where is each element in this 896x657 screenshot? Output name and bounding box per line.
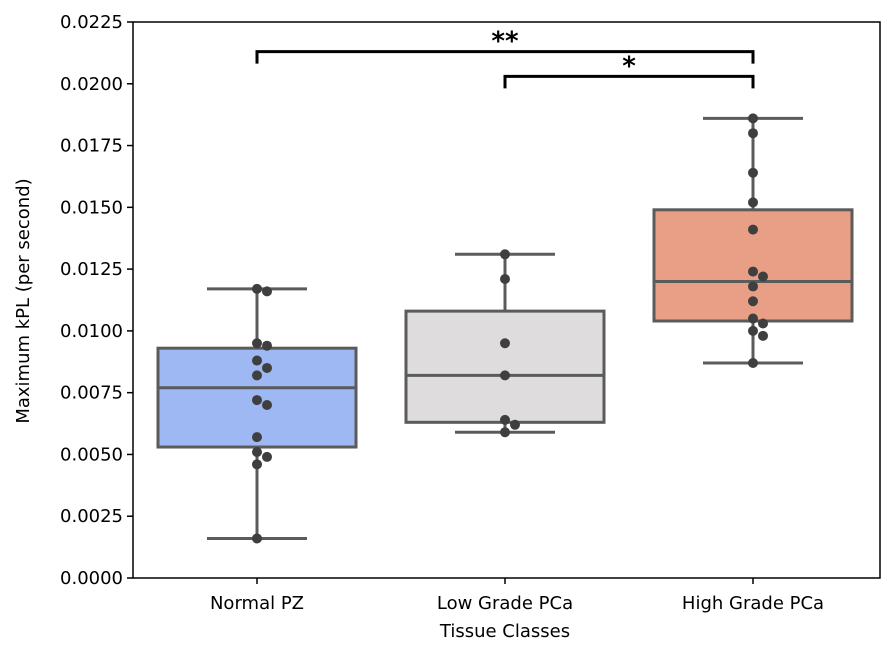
data-point-high-grade-pca	[758, 330, 768, 341]
y-tick-label: 0.0000	[60, 568, 123, 589]
data-point-normal-pz	[252, 432, 262, 443]
data-point-normal-pz	[262, 286, 272, 297]
y-tick-label: 0.0125	[60, 259, 123, 280]
data-point-normal-pz	[262, 400, 272, 411]
plot-frame	[132, 21, 881, 579]
data-point-normal-pz	[252, 370, 262, 381]
data-point-low-grade-pca	[500, 427, 510, 438]
x-axis-title: Tissue Classes	[439, 621, 570, 642]
bracket-line	[255, 50, 755, 64]
significance-layer: ***	[255, 27, 755, 89]
box-low-grade-pca	[404, 309, 606, 424]
data-point-normal-pz	[252, 355, 262, 366]
y-axis-title: Maximum kPL (per second)	[13, 178, 34, 423]
y-tick-label: 0.0225	[60, 12, 123, 33]
data-point-high-grade-pca	[748, 266, 758, 277]
data-point-low-grade-pca	[500, 414, 510, 425]
data-point-low-grade-pca	[500, 249, 510, 260]
significance-label: **	[491, 27, 519, 57]
data-point-high-grade-pca	[748, 197, 758, 208]
data-point-high-grade-pca	[748, 325, 758, 336]
data-point-low-grade-pca	[500, 273, 510, 284]
x-tick-label: Normal PZ	[210, 593, 304, 614]
bracket-line	[503, 74, 755, 89]
y-tick-label: 0.0100	[60, 321, 123, 342]
data-point-high-grade-pca	[748, 224, 758, 235]
data-point-high-grade-pca	[748, 128, 758, 139]
data-point-normal-pz	[252, 283, 262, 294]
points-layer	[252, 113, 768, 544]
data-point-normal-pz	[262, 340, 272, 351]
data-point-normal-pz	[262, 451, 272, 462]
data-point-normal-pz	[252, 446, 262, 457]
data-point-low-grade-pca	[500, 370, 510, 381]
data-point-normal-pz	[252, 533, 262, 544]
data-point-normal-pz	[252, 395, 262, 406]
significance-label: *	[622, 51, 636, 81]
data-point-high-grade-pca	[748, 313, 758, 324]
axes-layer: 0.0000 0.0025 0.0050 0.0075 0.0100 0.0125 0.01…	[60, 12, 881, 614]
significance-bracket: **	[255, 27, 755, 64]
y-tick-label: 0.0150	[60, 197, 123, 218]
data-point-high-grade-pca	[748, 281, 758, 292]
x-tick-label: High Grade PCa	[682, 593, 824, 614]
box-group-low-grade-pca	[404, 252, 606, 434]
y-tick-label: 0.0075	[60, 383, 123, 404]
data-point-high-grade-pca	[758, 318, 768, 329]
y-tick-label: 0.0025	[60, 506, 123, 527]
data-point-high-grade-pca	[748, 113, 758, 124]
y-tick-label: 0.0175	[60, 136, 123, 157]
data-point-low-grade-pca	[510, 419, 520, 430]
data-point-normal-pz	[262, 362, 272, 373]
x-tick-label: Low Grade PCa	[437, 593, 573, 614]
y-tick-label: 0.0200	[60, 74, 123, 95]
significance-bracket: *	[503, 51, 755, 89]
data-point-normal-pz	[252, 338, 262, 349]
y-tick-label: 0.0050	[60, 444, 123, 465]
data-point-low-grade-pca	[500, 338, 510, 349]
data-point-high-grade-pca	[748, 167, 758, 178]
data-point-high-grade-pca	[758, 271, 768, 282]
data-point-normal-pz	[252, 459, 262, 470]
data-point-high-grade-pca	[748, 358, 758, 369]
data-point-high-grade-pca	[748, 296, 758, 307]
